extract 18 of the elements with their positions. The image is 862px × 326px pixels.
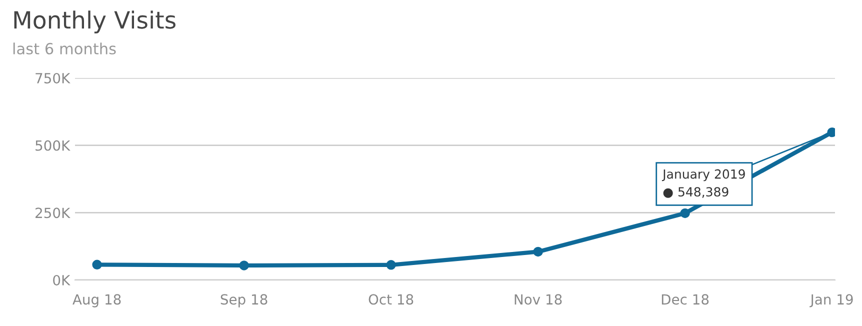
point: [239, 260, 249, 270]
x-tick-label: Aug 18: [72, 294, 121, 308]
x-tick-label: Sep 18: [220, 294, 268, 308]
y-tick-label: 750K: [36, 72, 70, 84]
chart-title: Monthly Visits: [14, 10, 176, 34]
point: [680, 208, 690, 218]
annotation: January 2019 ● 548,389: [662, 169, 745, 198]
x-tick-label: Dec 18: [662, 294, 709, 305]
y-tick-label: 0K: [53, 274, 70, 286]
chart-subtitle: last 6 months: [13, 42, 116, 54]
y-tick-label: 500K: [36, 140, 70, 151]
x-tick-label: Nov 18: [514, 294, 562, 305]
x-tick-label: Oct 18: [368, 294, 414, 305]
point: [92, 260, 102, 270]
point: [386, 260, 396, 270]
x-tick-label: Jan 19: [810, 294, 853, 308]
point: [533, 246, 543, 257]
y-tick-label: 250K: [36, 208, 70, 218]
